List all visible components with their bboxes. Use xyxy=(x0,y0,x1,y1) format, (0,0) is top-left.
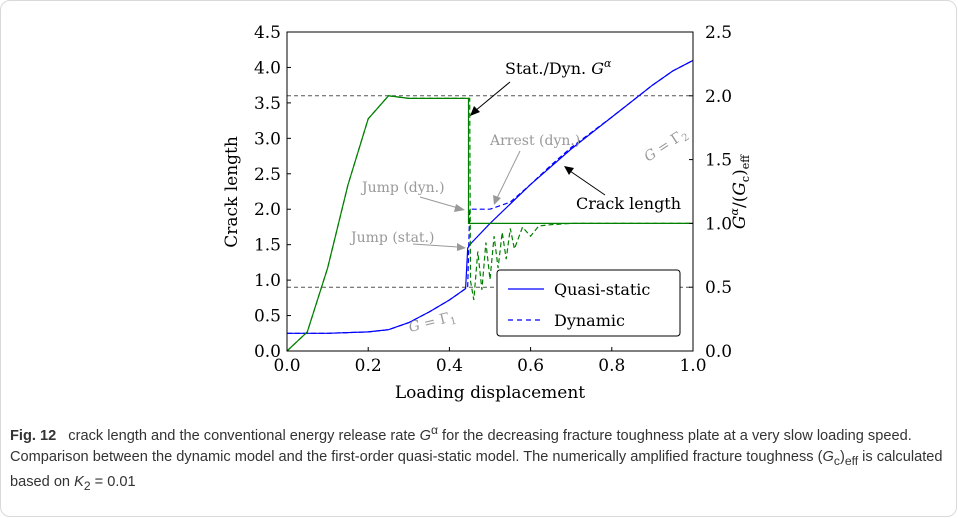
legend: Quasi-static Dynamic xyxy=(496,269,681,337)
y2-tick-label: 2.0 xyxy=(705,87,732,107)
plot-frame xyxy=(286,31,694,352)
annotation-arrest: Arrest (dyn.) xyxy=(489,133,580,149)
y-tick-label: 2.5 xyxy=(254,165,281,185)
y2-tick-label: 0.5 xyxy=(705,278,732,298)
arrow-stat-dyn-head xyxy=(470,106,480,116)
x-tick-label: 1.0 xyxy=(679,356,706,376)
annotation-jump-stat: Jump (stat.) xyxy=(349,230,434,246)
y-axis-label: Crack length xyxy=(222,136,242,248)
svg-text:G = Γ2: G = Γ2 xyxy=(641,126,691,167)
svg-text:G = Γ1: G = Γ1 xyxy=(407,309,458,338)
figure-label: Fig. 12 xyxy=(10,427,57,444)
arrow-arrest-line xyxy=(496,150,521,199)
arrow-stat-dyn-line xyxy=(474,81,511,112)
series-line-3 xyxy=(287,95,693,351)
annotation-jump-dyn: Jump (dyn.) xyxy=(360,180,445,196)
y-tick-label: 3.0 xyxy=(254,129,281,149)
x-tick-label: 0.0 xyxy=(273,356,300,376)
arrow-jump-dyn-line xyxy=(419,196,459,209)
caption-text: crack length and the conventional energy… xyxy=(10,423,943,493)
arrow-crack-length-line xyxy=(569,170,606,196)
arrow-jump-dyn-head xyxy=(454,204,465,212)
y-tick-label: 0.0 xyxy=(254,342,281,362)
legend-dynamic-label: Dynamic xyxy=(554,311,625,330)
x-tick-label: 0.4 xyxy=(436,356,463,376)
y-tick-label: 4.5 xyxy=(254,23,281,43)
y-tick-label: 1.5 xyxy=(254,236,281,256)
y2-tick-label: 0.0 xyxy=(705,342,732,362)
y-tick-label: 3.5 xyxy=(254,94,281,114)
y-tick-label: 1.0 xyxy=(254,271,281,291)
chart: 0.0 0.2 0.4 0.6 0.8 1.00.00.51.01.52.02.53.03… xyxy=(222,23,752,403)
legend-quasi-static-label: Quasi-static xyxy=(554,280,650,299)
series-line-0 xyxy=(287,59,693,334)
svg-text:Gα/(Gc)eff: Gα/(Gc)eff xyxy=(728,154,752,229)
y-tick-label: 2.0 xyxy=(254,200,281,220)
annotation-crack-length: Crack length xyxy=(576,194,681,213)
annotation-gamma1: G = Γ1 xyxy=(407,309,458,338)
x-tick-label: 0.6 xyxy=(517,356,544,376)
x-tick-label: 0.2 xyxy=(355,356,382,376)
y-tick-label: 4.0 xyxy=(254,58,281,78)
x-tick-label: 0.8 xyxy=(598,356,625,376)
arrow-crack-length-head xyxy=(564,166,574,175)
annotation-stat-dyn: Stat./Dyn. Gα xyxy=(505,57,612,78)
annotation-gamma2: G = Γ2 xyxy=(641,126,691,167)
series-line-1 xyxy=(287,59,693,334)
y2-tick-label: 1.5 xyxy=(705,151,732,171)
y2-tick-label: 2.5 xyxy=(705,23,732,43)
series-line-2 xyxy=(287,95,693,351)
arrow-jump-stat-head xyxy=(457,243,466,251)
y2-tick-label: 1.0 xyxy=(705,214,732,234)
y-tick-label: 0.5 xyxy=(254,307,281,327)
figure-caption: Fig. 12 crack length and the conventiona… xyxy=(10,420,945,497)
y2-axis-label: Gα/(Gc)eff xyxy=(728,154,752,229)
x-axis-label: Loading displacement xyxy=(395,383,585,403)
legend-box xyxy=(496,269,681,337)
arrow-jump-stat-line xyxy=(412,243,459,248)
arrow-arrest-head xyxy=(493,195,501,205)
